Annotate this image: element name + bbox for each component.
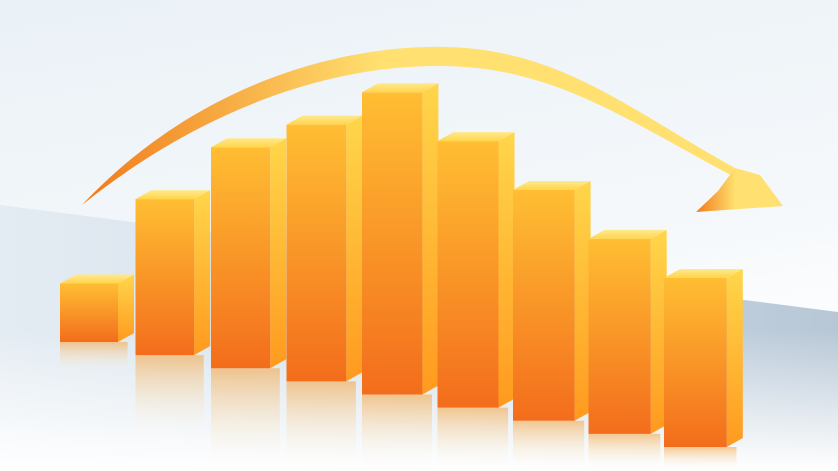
bar-reflection (437, 407, 509, 471)
bar-side (650, 229, 667, 434)
bar-front (588, 238, 651, 434)
bar-front (513, 190, 575, 421)
bar-front (664, 278, 727, 447)
bar-side (118, 274, 134, 342)
bar-reflection (211, 368, 280, 471)
bar-front (135, 199, 195, 356)
bar (60, 274, 134, 342)
bar-reflection (664, 447, 737, 471)
bar-side (498, 132, 515, 408)
trend-arrow (82, 46, 783, 212)
bar-reflection (588, 433, 661, 471)
bar-top (286, 115, 363, 125)
bar-top (211, 138, 287, 148)
bar-top (60, 274, 134, 284)
bar-side (194, 190, 211, 356)
bar-side (726, 269, 743, 447)
bar-reflection (362, 394, 432, 471)
bar-reflections (60, 342, 737, 471)
bar-top (513, 181, 591, 190)
bar-top (588, 229, 667, 239)
bar (513, 181, 591, 421)
bar-series (60, 83, 743, 447)
bar-front (286, 124, 347, 382)
bar-side (346, 115, 363, 382)
bar (211, 138, 287, 369)
bar-top (437, 132, 515, 142)
bar-front (211, 147, 271, 369)
bar-front (60, 283, 118, 342)
bar-side (574, 181, 591, 421)
bar-reflection (60, 342, 128, 375)
bar (362, 83, 439, 395)
bar-side (422, 83, 439, 395)
bar-top (664, 269, 743, 278)
bar-front (437, 141, 499, 408)
bar-front (362, 92, 423, 395)
bar (437, 132, 515, 408)
bar-top (362, 83, 439, 93)
bar-side (270, 138, 287, 369)
bar-reflection (513, 420, 585, 471)
bar (286, 115, 363, 382)
bar-reflection (286, 381, 356, 471)
bar-top (135, 190, 211, 200)
bar-reflection (135, 355, 204, 441)
bar (664, 269, 743, 447)
trend-arrow-body (82, 46, 744, 205)
bar (588, 229, 667, 434)
trend-arrow-head (696, 168, 783, 212)
bar (135, 190, 211, 356)
